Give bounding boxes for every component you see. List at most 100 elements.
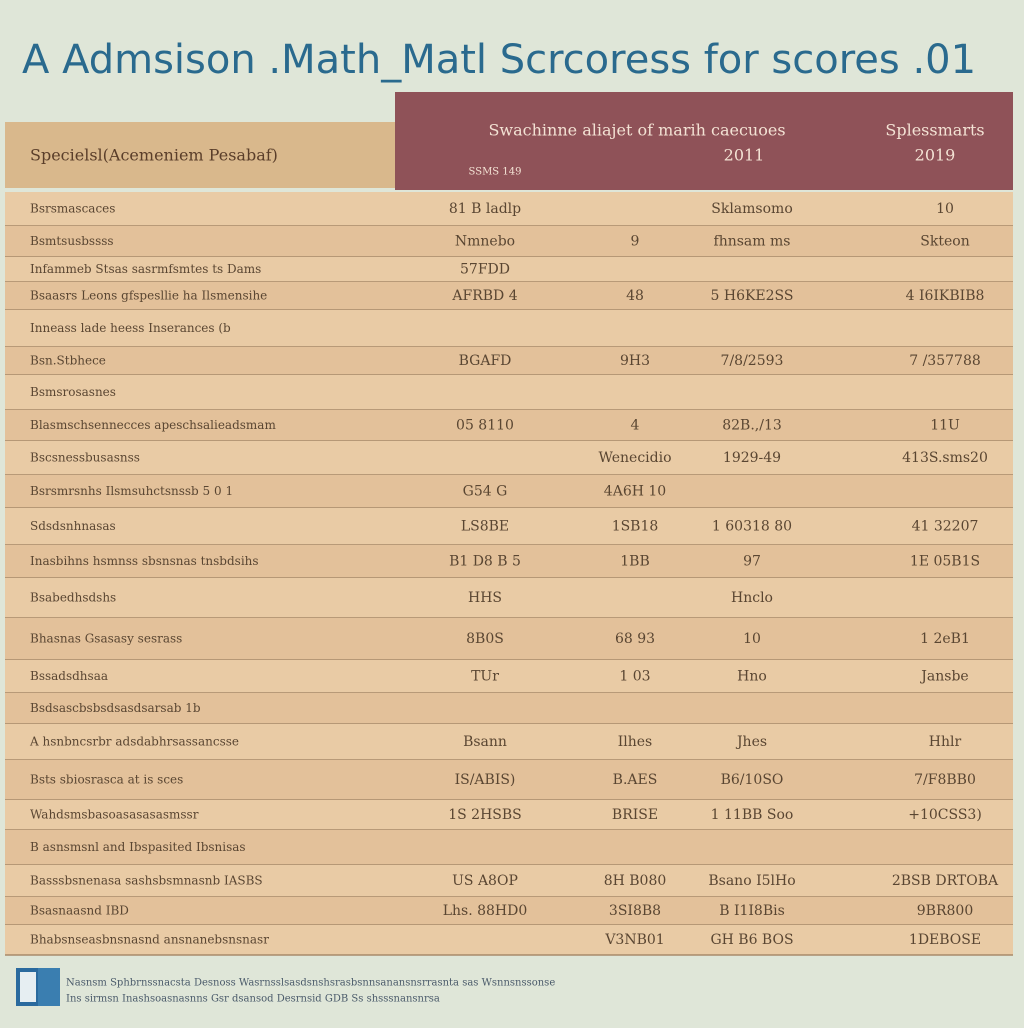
cell-value: Jhes: [735, 734, 767, 750]
table-row: [5, 830, 1013, 865]
cell-value: 05 8110: [456, 418, 514, 434]
cell-value: 8H B080: [604, 873, 667, 889]
row-label: Basssbsnenasa sashsbsmnasnb IASBS: [30, 874, 263, 888]
head-right-year: 2019: [915, 146, 956, 165]
cell-value: 4A6H 10: [604, 484, 666, 500]
cell-value: 1DEBOSE: [909, 932, 981, 948]
cell-value: 1E 05B1S: [910, 554, 980, 570]
row-label: Sdsdsnhnasas: [30, 519, 116, 533]
row-label: Inneass lade heess Inserances (b: [30, 321, 231, 335]
cell-value: 9: [631, 234, 640, 250]
cell-value: US A8OP: [452, 873, 518, 889]
cell-value: 9BR800: [917, 903, 973, 919]
footer-line: Nasnsm Sphbrnssnacsta Desnoss Wasrnsslsa…: [66, 978, 555, 989]
table-row: [5, 660, 1013, 693]
head-middle: Swachinne aliajet of marih caecuoes: [488, 121, 785, 140]
title: A Admsison .Math_Matl Scrcoress for scor…: [22, 37, 976, 83]
cell-value: 9H3: [620, 353, 650, 369]
cell-value: Bsano I5lHo: [708, 873, 795, 889]
table-row: [5, 760, 1013, 800]
head-middle-year: 2011: [724, 146, 765, 165]
cell-value: Hhlr: [929, 734, 962, 750]
row-label: Bscsnessbusasnss: [30, 451, 140, 465]
cell-value: 1 2eB1: [920, 631, 970, 647]
cell-value: 4 I6IKBIB8: [906, 288, 985, 304]
footer-line: Ins sirmsn Inashsoasnasnns Gsr dsansod D…: [66, 994, 440, 1005]
table-row: [5, 618, 1013, 660]
row-label: Bsdsascbsbsdsasdsarsab 1b: [30, 701, 201, 715]
cell-value: B.AES: [613, 772, 658, 788]
cell-value: 10: [936, 201, 954, 217]
row-label: Bsrsmascaces: [30, 202, 115, 216]
table-row: [5, 192, 1013, 226]
head-right-cell: [395, 92, 1013, 190]
cell-value: Hnclo: [731, 590, 773, 606]
cell-value: Ilhes: [618, 734, 653, 750]
cell-value: 82B.,/13: [722, 418, 782, 434]
cell-value: 7/F8BB0: [914, 772, 976, 788]
cell-value: 1S 2HSBS: [448, 807, 522, 823]
cell-value: TUr: [471, 669, 499, 685]
table-row: [5, 724, 1013, 760]
table-row: [5, 693, 1013, 724]
cell-value: 8B0S: [466, 631, 504, 647]
cell-value: V3NB01: [604, 932, 664, 948]
head-left-cell: [5, 122, 397, 188]
row-label: Bsasnaasnd IBD: [30, 904, 129, 918]
row-label: Bsn.Stbhece: [30, 354, 106, 368]
cell-value: Wenecidio: [598, 450, 671, 466]
row-label: Inasbihns hsmnss sbsnsnas tnsbdsihs: [30, 554, 259, 568]
cell-value: 2BSB DRTOBA: [892, 873, 999, 889]
cell-value: Nmnebo: [455, 234, 515, 250]
row-label: Bsaasrs Leons gfspesllie ha Ilsmensihe: [30, 289, 267, 303]
table-row: [5, 375, 1013, 410]
cell-value: fhnsam ms: [714, 234, 791, 250]
row-label: Bsmsrosasnes: [30, 385, 116, 399]
table-row: [5, 865, 1013, 897]
cell-value: Sklamsomo: [711, 201, 793, 217]
cell-value: 1BB: [620, 554, 649, 570]
cell-value: 1929-49: [723, 450, 781, 466]
head-right: Splessmarts: [885, 121, 984, 140]
head-left: Specielsl(Acemeniem Pesabaf): [30, 146, 278, 165]
table-row: [5, 578, 1013, 618]
cell-value: 7/8/2593: [721, 353, 784, 369]
table-row: [5, 508, 1013, 545]
cell-value: 1 03: [619, 669, 650, 685]
cell-value: Hno: [737, 669, 767, 685]
cell-value: 41 32207: [912, 519, 979, 535]
table-row: [5, 925, 1013, 955]
cell-value: 11U: [930, 418, 960, 434]
row-label: A hsnbncsrbr adsdabhrsassancsse: [29, 735, 239, 749]
cell-value: G54 G: [463, 484, 508, 500]
cell-value: IS/ABIS): [455, 772, 516, 788]
row-label: Bsrsmrsnhs Ilsmsuhctsnssb 5 0 1: [30, 484, 233, 498]
row-label: Bsts sbiosrasca at is sces: [30, 773, 183, 787]
cell-value: Jansbe: [919, 669, 968, 685]
cell-value: 4: [631, 418, 640, 434]
head-note: SSMS 149: [469, 167, 522, 178]
cell-value: Lhs. 88HD0: [443, 903, 528, 919]
table-row: [5, 545, 1013, 578]
table-row: [5, 897, 1013, 925]
cell-value: 10: [743, 631, 761, 647]
cell-value: BGAFD: [459, 353, 512, 369]
row-label: Bssadsdhsaa: [30, 669, 108, 683]
row-label: Bsabedhsdshs: [30, 591, 116, 605]
cell-value: 413S.sms20: [902, 450, 988, 466]
cell-value: 7 /357788: [909, 353, 981, 369]
cell-value: 48: [626, 288, 644, 304]
table-row: [5, 310, 1013, 347]
table-row: [5, 410, 1013, 441]
cell-value: HHS: [468, 590, 502, 606]
row-label: Blasmschsennecces apeschsalieadsmam: [30, 418, 276, 432]
cell-value: B6/10SO: [721, 772, 784, 788]
cell-value: B I1I8Bis: [719, 903, 785, 919]
cell-value: Bsann: [463, 734, 507, 750]
cell-value: AFRBD 4: [451, 288, 517, 304]
cell-value: 5 H6KE2SS: [711, 288, 794, 304]
row-label: B asnsmsnl and Ibspasited Ibsnisas: [30, 840, 246, 854]
table-row: [5, 257, 1013, 282]
